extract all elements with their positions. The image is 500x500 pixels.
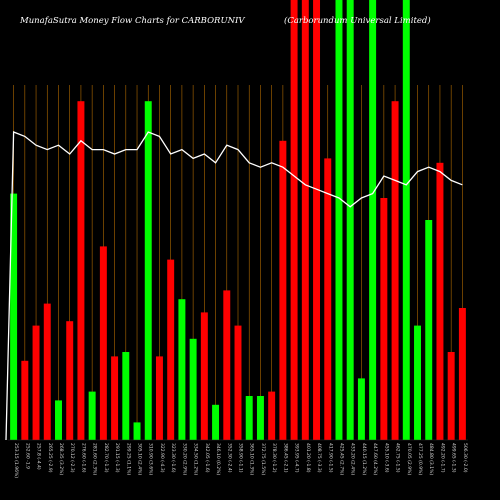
x-tick-label: 305.10 (2.4%) (137, 443, 143, 475)
x-axis-tick-labels: 253.15 (1.96%) 252.60 -1.9 257.8 (-4.4) 265… (13, 443, 468, 478)
money-flow-bar (144, 101, 152, 440)
money-flow-bar (290, 0, 298, 440)
x-tick-label: 477.25 (0.9%) (417, 443, 423, 475)
x-tick-label: 310.90 (3.6%) (148, 443, 154, 475)
x-tick-label: 433.20 (2.4%) (350, 443, 356, 475)
money-flow-bars (10, 0, 466, 441)
money-flow-bar (55, 400, 62, 440)
x-tick-label: 492.20 (-1.7) (439, 443, 445, 473)
x-tick-label: 342.05 (-1.6) (204, 443, 210, 473)
x-tick-label: 291.15 (-1.3) (114, 443, 120, 473)
x-tick-label: 499.65 (-1.3) (451, 443, 457, 473)
x-tick-label: 455.10 (-3.6) (383, 443, 389, 473)
x-tick-label: 393.95 (-4.7) (294, 443, 300, 473)
money-flow-bar (88, 391, 96, 440)
money-flow-bar (10, 193, 18, 440)
x-tick-label: 506.30 (-2.0) (462, 443, 468, 473)
money-flow-bar (256, 396, 264, 440)
x-tick-label: 346.10 (0.2%) (215, 443, 221, 475)
x-tick-label: 330.20 (2.9%) (181, 443, 187, 475)
x-tick-label: 257.8 (-4.4) (36, 443, 42, 470)
money-flow-bar (458, 308, 466, 440)
x-tick-label: 334.50 (1.2%) (193, 443, 199, 475)
money-flow-bar (21, 360, 29, 440)
x-tick-label: 425.45 (2.7%) (338, 443, 344, 475)
chart-title: MunafaSutra Money Flow Charts for CARBOR… (19, 16, 245, 26)
x-tick-label: 358.90 (-1.1) (238, 443, 244, 473)
x-tick-label: 281.60 (2.3%) (92, 443, 98, 475)
x-tick-label: 484.80 (3.1%) (428, 443, 434, 475)
money-flow-bar (369, 0, 377, 440)
x-tick-label: 417.90 (-1.5) (327, 443, 333, 473)
x-tick-label: 447.60 (4.2%) (372, 443, 378, 475)
money-flow-bar (32, 325, 40, 440)
x-tick-label: 408.75 (-3.3) (316, 443, 322, 473)
money-flow-bar (111, 356, 119, 440)
money-flow-bar (301, 0, 309, 440)
x-tick-label: 378.30 (-1.2) (271, 443, 277, 473)
chart-subtitle: (Carborundum Universal Limited) (284, 15, 431, 26)
money-flow-bar (380, 198, 388, 440)
x-tick-label: 299.25 (1.1%) (125, 443, 131, 475)
x-tick-label: 282.70 (-1.3) (103, 443, 109, 473)
money-flow-bar (391, 101, 399, 440)
money-flow-bar (43, 303, 51, 440)
money-flow-bar (279, 140, 287, 441)
money-flow-bar (155, 356, 163, 440)
money-flow-bar (436, 162, 444, 441)
money-flow-bar (313, 0, 321, 440)
money-flow-bar (133, 422, 141, 440)
price-trend-line (5, 131, 463, 441)
x-tick-label: 323.30 (-1.6) (170, 443, 176, 473)
money-flow-bar (189, 338, 197, 440)
x-tick-label: 265.25 (-2.9) (47, 443, 53, 473)
x-tick-label: 252.60 -1.9 (24, 443, 30, 469)
money-flow-bar (178, 299, 186, 440)
money-flow-bar (414, 325, 421, 440)
x-tick-label: 352.30 (-2.4) (226, 443, 232, 473)
money-flow-bar (77, 101, 85, 440)
x-tick-label: 372.75 (1.5%) (260, 443, 266, 475)
x-tick-label: 365.10 (1.3%) (249, 443, 255, 475)
money-flow-bar (324, 158, 332, 440)
money-flow-bar (122, 352, 130, 440)
money-flow-bar (167, 259, 175, 440)
money-flow-bar (335, 0, 343, 440)
money-flow-bar (268, 391, 276, 440)
x-tick-label: 276.60 (-1.6) (80, 443, 86, 473)
x-tick-label: 440.15 (1.2%) (361, 443, 367, 475)
money-flow-bar (234, 325, 242, 440)
money-flow-bar (245, 396, 253, 440)
money-flow-bar (99, 246, 107, 440)
x-tick-label: 386.45 (-2.1) (282, 443, 288, 473)
x-tick-label: 253.15 (1.96%) (13, 443, 19, 478)
money-flow-bar (223, 290, 231, 440)
x-tick-label: 462.75 (-1.5) (395, 443, 401, 473)
money-flow-bar (425, 220, 433, 440)
money-flow-bar (447, 352, 455, 440)
money-flow-bar (212, 404, 220, 440)
x-tick-label: 322.90 (-4.3) (159, 443, 165, 473)
money-flow-bar (357, 378, 365, 440)
x-tick-label: 270.12 (-2.3) (69, 443, 75, 473)
money-flow-bar (402, 0, 410, 440)
money-flow-bar (346, 0, 354, 440)
x-tick-label: 268.35 (3.2%) (58, 443, 64, 475)
x-tick-label: 401.20 (-1.8) (305, 443, 311, 473)
money-flow-bar (66, 321, 74, 440)
x-tick-label: 470.05 (2.9%) (406, 443, 412, 475)
money-flow-bar (200, 312, 208, 440)
